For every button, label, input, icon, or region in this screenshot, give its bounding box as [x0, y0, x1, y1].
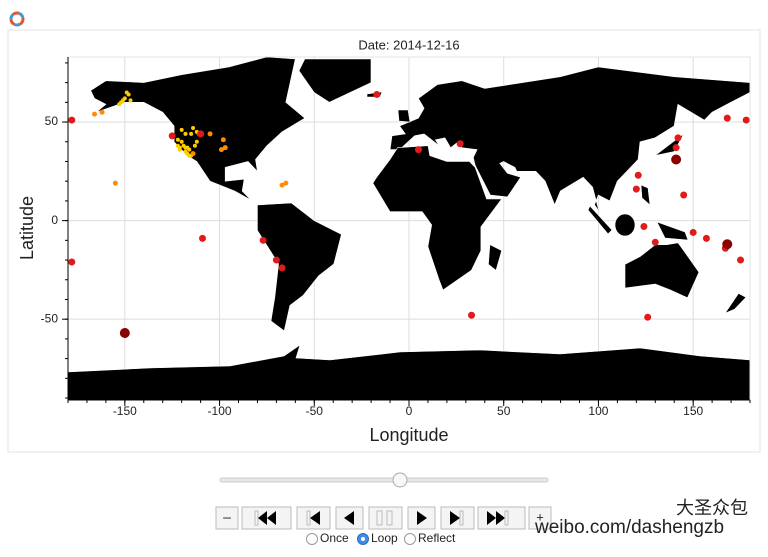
first-button[interactable]	[241, 506, 292, 530]
point	[272, 256, 280, 264]
point	[189, 131, 194, 136]
radio[interactable]	[306, 533, 318, 545]
watermark-logo: 大圣众包	[676, 498, 748, 518]
minus-label: –	[223, 509, 231, 525]
y-tick-label: 50	[45, 114, 59, 128]
point	[689, 228, 697, 236]
point	[128, 98, 133, 103]
watermark: weibo.com/dashengzb	[534, 517, 724, 538]
point	[259, 236, 267, 244]
point	[722, 239, 733, 250]
point	[632, 185, 640, 193]
point	[179, 127, 184, 132]
point	[651, 238, 659, 246]
point	[672, 144, 680, 152]
next-button[interactable]	[440, 506, 475, 530]
point	[183, 131, 188, 136]
point	[671, 154, 682, 165]
world-map	[68, 57, 750, 400]
point	[119, 327, 130, 338]
point	[644, 313, 652, 321]
point	[218, 147, 224, 153]
point	[373, 90, 381, 98]
point	[124, 90, 129, 95]
point	[674, 134, 682, 142]
y-tick-label: -50	[41, 311, 59, 325]
point	[220, 137, 226, 143]
point	[194, 139, 199, 144]
point	[222, 145, 228, 151]
point	[175, 137, 180, 142]
y-axis-label: Latitude	[17, 196, 37, 260]
point	[190, 151, 196, 157]
point	[197, 130, 205, 138]
x-tick-label: -100	[208, 404, 232, 418]
point	[191, 125, 196, 130]
slider[interactable]	[219, 472, 549, 488]
x-axis-label: Longitude	[369, 425, 448, 445]
point	[737, 256, 745, 264]
point	[207, 131, 213, 137]
radio[interactable]	[404, 533, 416, 545]
x-tick-label: -50	[306, 404, 324, 418]
radio-dot	[361, 537, 365, 541]
loop-modes: Once Loop Reflect	[306, 531, 456, 545]
radio-label: Reflect	[418, 531, 456, 545]
radio-label: Once	[320, 531, 349, 545]
point	[199, 234, 207, 242]
plus-label: +	[536, 509, 544, 524]
point	[468, 311, 476, 319]
point	[680, 191, 688, 199]
point	[456, 140, 464, 148]
slider-handle[interactable]	[392, 472, 408, 488]
y-tick-label: 0	[51, 213, 58, 227]
point	[742, 116, 750, 124]
chart-title: Date: 2014-12-16	[358, 37, 459, 52]
last-button[interactable]	[477, 506, 526, 530]
point	[68, 116, 76, 124]
point	[634, 171, 642, 179]
reverse-button[interactable]	[335, 506, 364, 530]
x-tick-label: -150	[113, 404, 137, 418]
point	[723, 114, 731, 122]
x-tick-label: 50	[497, 404, 511, 418]
point	[279, 182, 285, 188]
point	[192, 143, 197, 148]
x-tick-label: 100	[588, 404, 608, 418]
point	[112, 180, 118, 186]
x-tick-label: 0	[406, 404, 413, 418]
bokeh-logo	[9, 11, 25, 27]
point	[120, 98, 125, 103]
point	[168, 132, 176, 140]
point	[414, 146, 422, 154]
radio-label: Loop	[371, 531, 398, 545]
x-tick-label: 150	[683, 404, 703, 418]
points	[68, 90, 750, 338]
previous-button[interactable]	[296, 506, 331, 530]
slider-track	[219, 477, 549, 483]
point	[702, 234, 710, 242]
point	[117, 102, 122, 107]
point	[68, 258, 76, 266]
point	[177, 147, 182, 152]
point	[278, 264, 286, 272]
plus-button[interactable]: +	[528, 506, 552, 530]
point	[92, 111, 98, 117]
point	[99, 109, 105, 115]
pause-button[interactable]	[368, 506, 403, 530]
point	[179, 139, 184, 144]
play-button[interactable]	[407, 506, 436, 530]
point	[640, 223, 648, 231]
point	[283, 180, 289, 186]
point	[183, 145, 188, 150]
minus-button[interactable]: –	[215, 506, 239, 530]
point	[187, 147, 192, 152]
